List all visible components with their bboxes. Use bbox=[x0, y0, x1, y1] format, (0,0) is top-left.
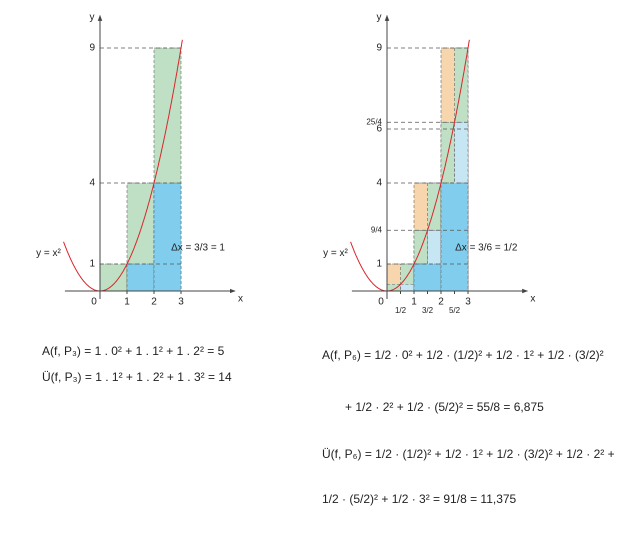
x-tick-label: 3 bbox=[465, 297, 471, 308]
bar bbox=[99, 263, 128, 292]
bar bbox=[386, 283, 401, 292]
x-tick-label: 0 bbox=[378, 297, 384, 308]
y-tick-label: 4 bbox=[89, 178, 95, 189]
x-tick-label: 0 bbox=[91, 297, 97, 308]
x-tick-label: 1/2 bbox=[395, 306, 407, 315]
x-axis-label: x bbox=[530, 294, 535, 305]
y-tick-label: 9 bbox=[376, 43, 382, 54]
curve bbox=[350, 39, 470, 292]
y-tick-label: 25/4 bbox=[366, 117, 382, 126]
bar bbox=[126, 263, 155, 292]
function-label: y = x² bbox=[323, 248, 348, 259]
bar bbox=[153, 182, 182, 292]
formula: Ü(f, P₆) = 1/2 · (1/2)² + 1/2 · 1² + 1/2… bbox=[322, 447, 615, 461]
curve bbox=[63, 39, 183, 292]
x-tick-label: 2 bbox=[438, 297, 444, 308]
annotation: Δx = 3/6 = 1/2 bbox=[455, 242, 518, 253]
formula: A(f, P₆) = 1/2 · 0² + 1/2 · (1/2)² + 1/2… bbox=[322, 348, 604, 362]
y-tick-label: 1 bbox=[376, 259, 382, 270]
formula: + 1/2 · 2² + 1/2 · (5/2)² = 55/8 = 6,875 bbox=[345, 400, 544, 414]
x-tick-label: 1 bbox=[411, 297, 417, 308]
y-tick-label: 9 bbox=[89, 43, 95, 54]
x-tick-label: 5/2 bbox=[449, 306, 461, 315]
x-axis-label: x bbox=[238, 294, 243, 305]
y-tick-label: 1 bbox=[89, 259, 95, 270]
y-tick-label: 9/4 bbox=[371, 225, 383, 234]
formula: 1/2 · (5/2)² + 1/2 · 3² = 91/8 = 11,375 bbox=[322, 492, 517, 506]
formula: A(f, P₃) = 1 . 0² + 1 . 1² + 1 . 2² = 5 bbox=[42, 344, 225, 358]
formula: Ü(f, P₃) = 1 . 1² + 1 . 2² + 1 . 3² = 14 bbox=[42, 370, 232, 384]
bar bbox=[400, 283, 415, 292]
annotation: Δx = 3/3 = 1 bbox=[171, 242, 225, 253]
y-tick-label: 6 bbox=[376, 124, 382, 135]
x-tick-label: 3 bbox=[178, 297, 184, 308]
bar bbox=[440, 182, 469, 292]
y-axis-label: y bbox=[377, 12, 382, 23]
y-axis-label: y bbox=[90, 12, 95, 23]
function-label: y = x² bbox=[36, 248, 61, 259]
bar bbox=[413, 263, 442, 292]
x-tick-label: 1 bbox=[124, 297, 130, 308]
x-tick-label: 3/2 bbox=[422, 306, 434, 315]
x-tick-label: 2 bbox=[151, 297, 157, 308]
y-tick-label: 4 bbox=[376, 178, 382, 189]
